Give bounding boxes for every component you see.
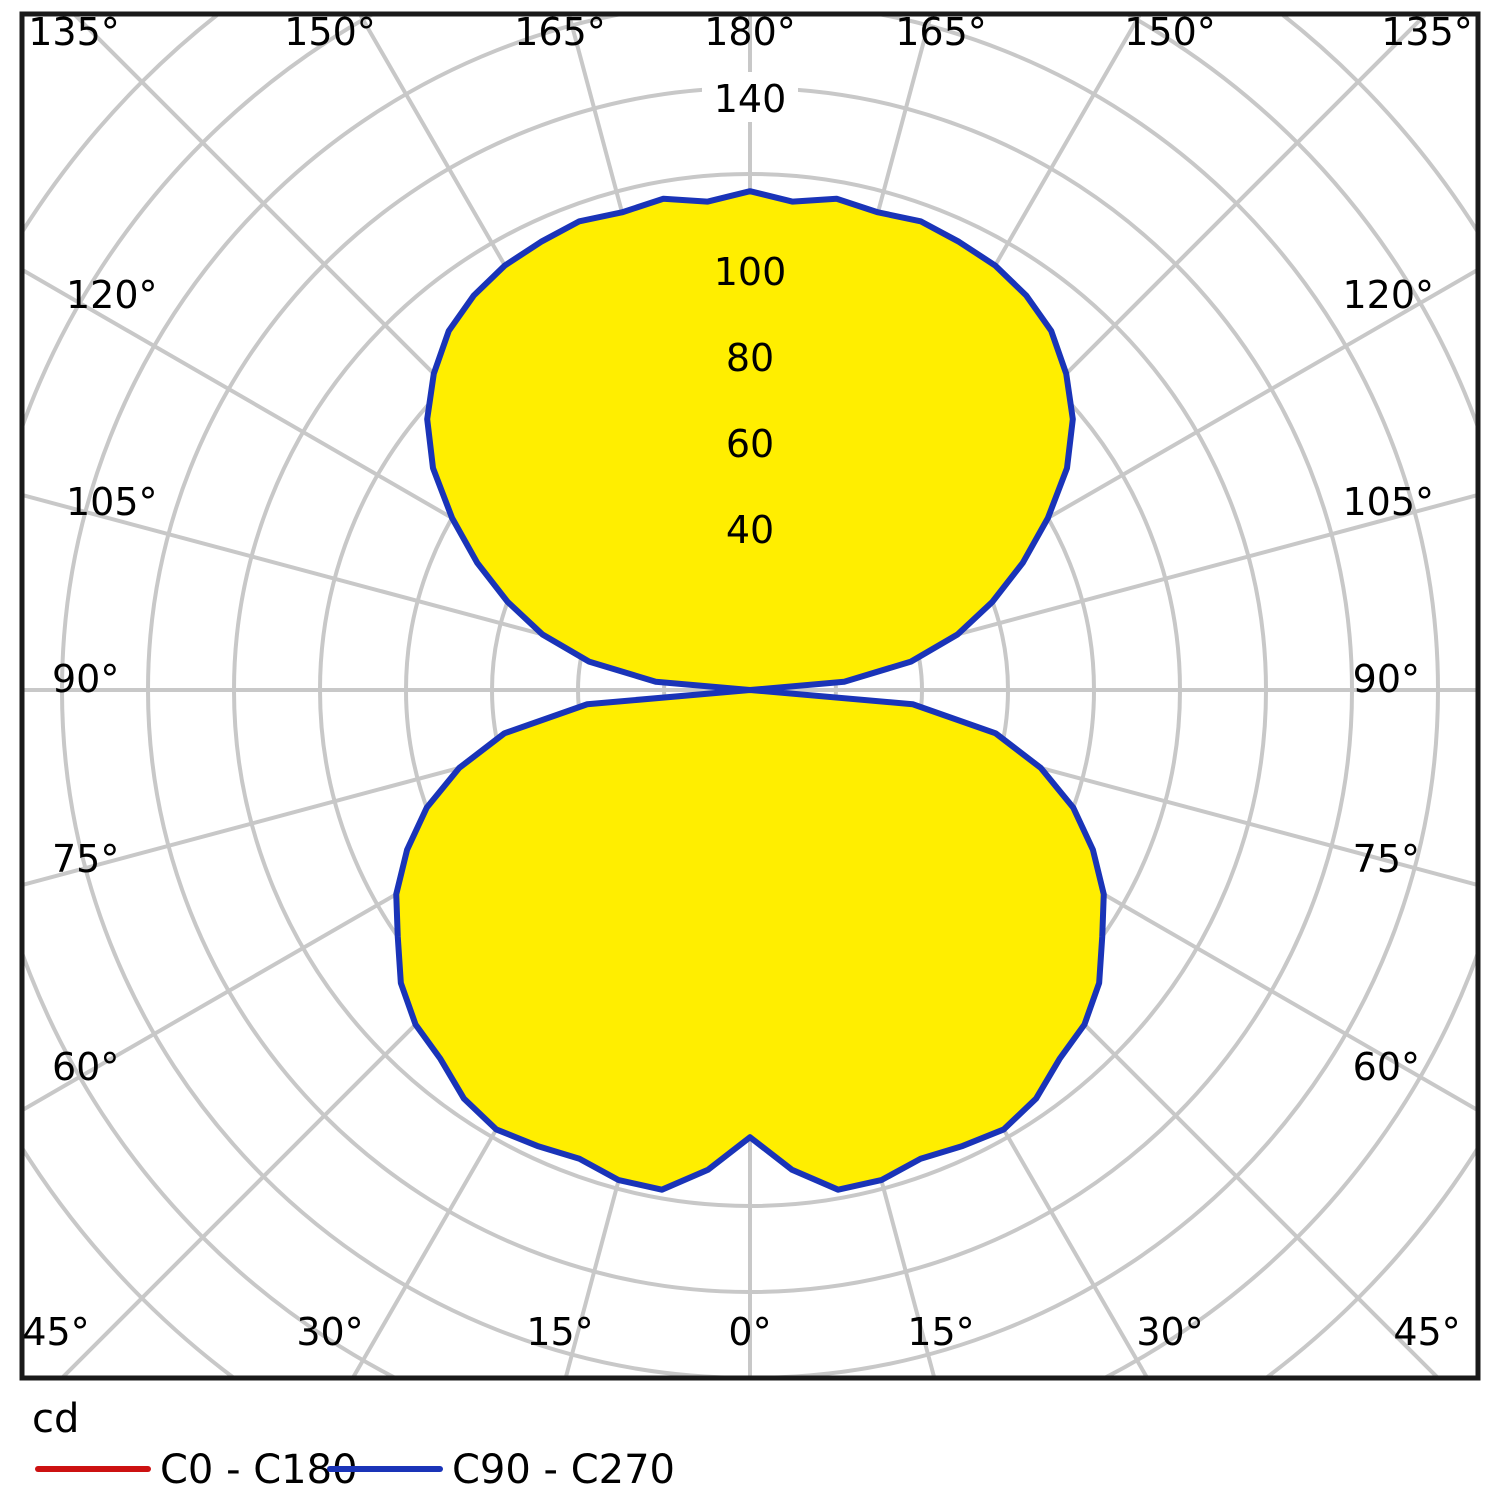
angle-label-bottom-2: 15°	[526, 1310, 593, 1354]
radial-tick-label-1: 100	[714, 250, 787, 294]
angle-label-bottom-5: 30°	[1136, 1310, 1203, 1354]
angle-label-top-6: 135°	[1381, 10, 1473, 54]
angle-label-left-0: 120°	[66, 273, 158, 317]
angle-label-top-4: 165°	[895, 10, 987, 54]
angle-label-top-1: 150°	[284, 10, 376, 54]
radial-tick-label-3: 60	[726, 422, 774, 466]
angle-label-top-2: 165°	[514, 10, 606, 54]
legend-label-c0-c180: C0 - C180	[160, 1447, 358, 1493]
angle-label-left-1: 105°	[66, 480, 158, 524]
angle-label-bottom-6: 45°	[1393, 1310, 1460, 1354]
angle-label-bottom-3: 0°	[728, 1310, 771, 1354]
angle-label-left-4: 60°	[52, 1045, 119, 1089]
angle-label-bottom-0: 45°	[22, 1310, 89, 1354]
angle-label-right-2: 90°	[1353, 657, 1420, 701]
angle-label-right-4: 60°	[1353, 1045, 1420, 1089]
angle-label-top-5: 150°	[1124, 10, 1216, 54]
radial-axis-labels: 140 100 80 60 40	[714, 77, 787, 552]
angle-label-left-3: 75°	[52, 837, 119, 881]
legend-label-c90-c270: C90 - C270	[452, 1447, 675, 1493]
angle-label-top-3: 180°	[704, 10, 796, 54]
plot-frame	[19, 11, 1481, 1381]
intensity-curves	[393, 188, 1107, 1193]
chart-legend: cd C0 - C180 C90 - C270	[32, 1396, 675, 1493]
angle-label-right-3: 75°	[1353, 837, 1420, 881]
radial-tick-label-4: 40	[726, 508, 774, 552]
radial-tick-label-2: 80	[726, 336, 774, 380]
angle-label-top-0: 135°	[28, 10, 120, 54]
angle-label-bottom-1: 30°	[296, 1310, 363, 1354]
radial-tick-label-0: 140	[714, 77, 787, 121]
angle-label-right-0: 120°	[1342, 273, 1434, 317]
angle-label-bottom-4: 15°	[907, 1310, 974, 1354]
angle-axis-labels: 135° 150° 165° 180° 165° 150° 135° 45° 30° 15° 0° 1…	[22, 10, 1472, 1354]
legend-unit-label: cd	[32, 1396, 79, 1442]
angle-label-left-2: 90°	[52, 657, 119, 701]
angle-label-right-1: 105°	[1342, 480, 1434, 524]
